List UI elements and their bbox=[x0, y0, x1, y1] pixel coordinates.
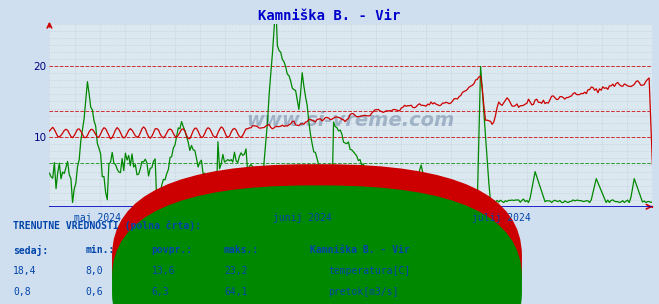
Text: junij 2024: junij 2024 bbox=[273, 213, 332, 223]
Text: 6,3: 6,3 bbox=[152, 287, 169, 297]
Text: 13,6: 13,6 bbox=[152, 266, 175, 276]
Text: 64,1: 64,1 bbox=[224, 287, 248, 297]
Text: min.:: min.: bbox=[86, 245, 115, 255]
Text: 0,6: 0,6 bbox=[86, 287, 103, 297]
Text: TRENUTNE VREDNOSTI (polna črta):: TRENUTNE VREDNOSTI (polna črta): bbox=[13, 220, 201, 231]
Text: 8,0: 8,0 bbox=[86, 266, 103, 276]
Text: Kamniška B. - Vir: Kamniška B. - Vir bbox=[310, 245, 410, 255]
Text: maj 2024: maj 2024 bbox=[74, 213, 121, 223]
Text: Kamniška B. - Vir: Kamniška B. - Vir bbox=[258, 9, 401, 23]
Text: maks.:: maks.: bbox=[224, 245, 259, 255]
Text: povpr.:: povpr.: bbox=[152, 245, 192, 255]
Text: www.si-vreme.com: www.si-vreme.com bbox=[246, 112, 455, 130]
Text: pretok[m3/s]: pretok[m3/s] bbox=[328, 287, 399, 297]
Text: 23,2: 23,2 bbox=[224, 266, 248, 276]
Text: 18,4: 18,4 bbox=[13, 266, 37, 276]
Text: 0,8: 0,8 bbox=[13, 287, 31, 297]
Text: julij 2024: julij 2024 bbox=[473, 213, 531, 223]
Text: temperatura[C]: temperatura[C] bbox=[328, 266, 411, 276]
Text: sedaj:: sedaj: bbox=[13, 245, 48, 256]
